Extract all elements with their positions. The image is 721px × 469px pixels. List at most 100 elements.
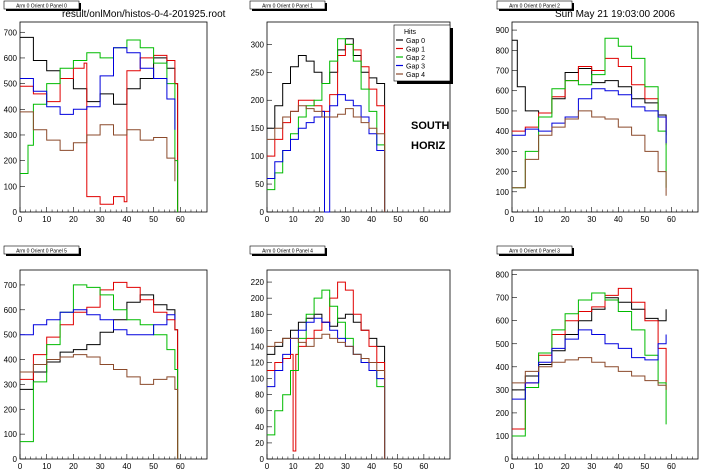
- x-tick-label: 50: [393, 462, 402, 469]
- y-tick-label: 200: [251, 96, 265, 105]
- y-tick-label: 300: [496, 147, 510, 156]
- panel-title-box: [496, 0, 573, 10]
- y-tick-label: 200: [251, 294, 265, 303]
- y-tick-label: 0: [13, 455, 18, 464]
- y-tick-label: 300: [496, 386, 510, 395]
- panel-title-box: [3, 245, 80, 255]
- series-gap1-panel-3: [20, 281, 179, 459]
- panel-title-box: [496, 245, 573, 255]
- series-gap3-panel-2: [512, 88, 667, 144]
- legend-entry-gap4: Gap 4: [406, 72, 425, 79]
- x-tick-label: 10: [42, 462, 51, 469]
- y-tick-label: 50: [255, 180, 264, 189]
- series-gap0-panel-4: [267, 313, 386, 459]
- y-tick-label: 0: [260, 455, 265, 464]
- x-tick-label: 40: [122, 215, 131, 224]
- series-gap1-panel-1: [267, 43, 386, 212]
- y-tick-label: 100: [251, 375, 265, 384]
- series-gap3-panel-3: [20, 309, 176, 336]
- panel-title-4: Arm 0 Orient 0 Panel 4: [262, 249, 313, 255]
- series-gap1-panel-0: [20, 54, 179, 212]
- y-tick-label: 700: [4, 28, 18, 37]
- x-tick-label: 50: [149, 462, 158, 469]
- x-tick-label: 30: [96, 462, 105, 469]
- series-gap0-panel-2: [512, 39, 667, 136]
- x-tick-label: 10: [42, 215, 51, 224]
- y-tick-label: 300: [251, 40, 265, 49]
- y-tick-label: 700: [4, 281, 18, 290]
- y-tick-label: 400: [496, 127, 510, 136]
- series-gap0-panel-1: [267, 38, 386, 212]
- series-gap2-panel-0: [20, 39, 179, 212]
- y-tick-label: 180: [251, 310, 265, 319]
- x-tick-label: 10: [534, 215, 543, 224]
- x-tick-label: 40: [614, 462, 623, 469]
- y-tick-label: 600: [496, 317, 510, 326]
- y-tick-label: 0: [505, 208, 510, 217]
- y-tick-label: 500: [496, 340, 510, 349]
- x-tick-label: 30: [341, 462, 350, 469]
- series-gap4-panel-1: [267, 105, 386, 212]
- y-tick-label: 400: [4, 356, 18, 365]
- x-tick-label: 60: [176, 215, 185, 224]
- plot-frame-5: [511, 269, 699, 460]
- y-tick-label: 160: [251, 326, 265, 335]
- panel-title-0: Arm 0 Orient 0 Panel 0: [16, 4, 67, 10]
- y-tick-label: 200: [4, 157, 18, 166]
- series-gap3-panel-5: [512, 329, 667, 400]
- series-gap1-panel-4: [267, 281, 386, 459]
- x-tick-label: 40: [122, 462, 131, 469]
- legend-entry-gap3: Gap 3: [406, 64, 425, 71]
- legend-entry-gap1: Gap 1: [406, 47, 425, 54]
- y-tick-label: 140: [251, 342, 265, 351]
- y-tick-label: 200: [496, 168, 510, 177]
- x-tick-label: 0: [265, 462, 270, 469]
- series-gap3-panel-1: [267, 94, 386, 213]
- x-tick-label: 60: [176, 462, 185, 469]
- y-tick-label: 300: [4, 380, 18, 389]
- y-tick-label: 100: [496, 432, 510, 441]
- series-gap4-panel-2: [512, 110, 667, 196]
- y-tick-label: 700: [496, 67, 510, 76]
- series-gap3-panel-0: [20, 47, 176, 130]
- panel-title-3: Arm 0 Orient 0 Panel 5: [16, 249, 67, 255]
- y-tick-label: 0: [260, 208, 265, 217]
- y-tick-label: 500: [4, 331, 18, 340]
- annotation-south: SOUTH: [411, 120, 450, 132]
- x-tick-label: 0: [18, 215, 23, 224]
- x-tick-label: 0: [510, 462, 515, 469]
- x-tick-label: 0: [265, 215, 270, 224]
- x-tick-label: 10: [289, 215, 298, 224]
- x-tick-label: 20: [69, 462, 78, 469]
- x-tick-label: 50: [640, 215, 649, 224]
- panel-title-1: Arm 0 Orient 0 Panel 1: [262, 4, 313, 10]
- series-gap2-panel-1: [267, 38, 386, 212]
- y-tick-label: 100: [4, 430, 18, 439]
- x-tick-label: 30: [587, 215, 596, 224]
- y-tick-label: 100: [496, 188, 510, 197]
- y-tick-label: 250: [251, 68, 265, 77]
- panel-title-box: [249, 0, 326, 10]
- y-tick-label: 800: [496, 271, 510, 280]
- x-tick-label: 30: [341, 215, 350, 224]
- y-tick-label: 400: [496, 363, 510, 372]
- x-tick-label: 60: [667, 462, 676, 469]
- y-tick-label: 200: [4, 405, 18, 414]
- panel-title-box: [249, 245, 326, 255]
- x-tick-label: 60: [667, 215, 676, 224]
- plot-frame-4: [266, 269, 451, 460]
- x-tick-label: 20: [69, 215, 78, 224]
- x-tick-label: 20: [561, 215, 570, 224]
- x-tick-label: 0: [510, 215, 515, 224]
- legend-box: [393, 24, 451, 82]
- y-tick-label: 600: [496, 87, 510, 96]
- y-tick-label: 600: [4, 306, 18, 315]
- legend-title: Hits: [404, 29, 417, 36]
- y-tick-label: 0: [505, 455, 510, 464]
- series-gap4-panel-4: [267, 333, 386, 459]
- timestamp-label: Sun May 21 19:03:00 2006: [555, 9, 676, 20]
- y-tick-label: 60: [255, 407, 264, 416]
- x-tick-label: 10: [534, 462, 543, 469]
- series-gap1-panel-2: [512, 57, 667, 146]
- plot-frame-3: [19, 269, 208, 460]
